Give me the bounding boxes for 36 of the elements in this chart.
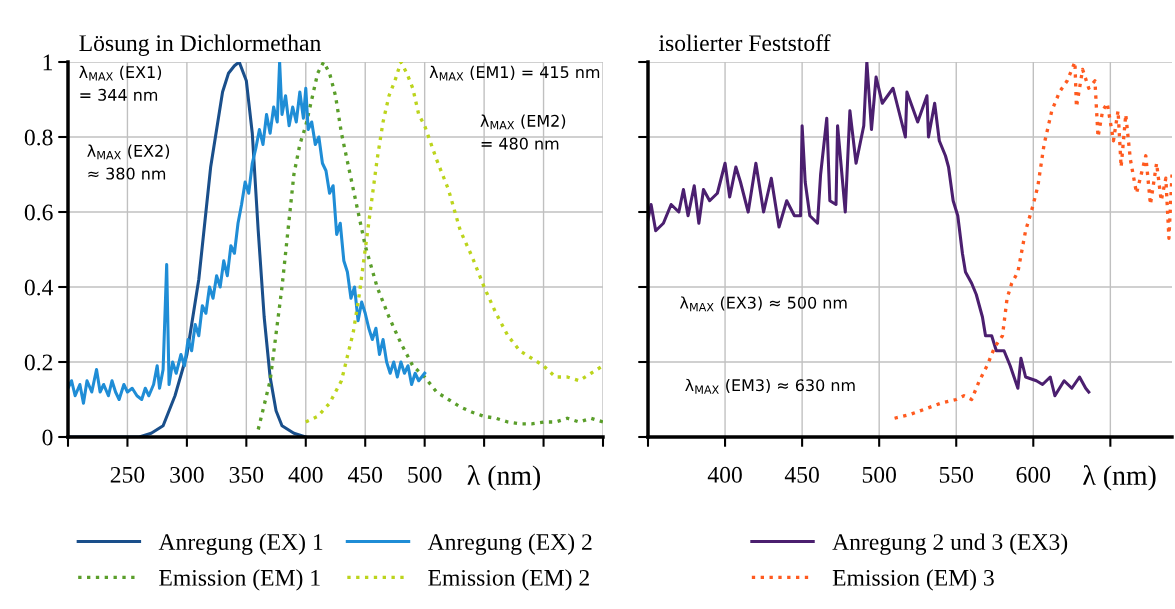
x-tick-label: 450 bbox=[784, 466, 819, 483]
x-axis-title: λ (nm) bbox=[467, 465, 541, 491]
annotation: λ$_{MAX}$ (EX3) ≈ 500 nm bbox=[679, 296, 847, 312]
annotation: λ$_{MAX}$ (EM2) = 480 nm bbox=[480, 114, 566, 150]
x-tick-label: 450 bbox=[347, 466, 383, 483]
y-tick-label: 1 bbox=[43, 54, 52, 71]
y-tick-label: 0.2 bbox=[24, 354, 53, 371]
legend-label: Anregung (EX) 2 bbox=[427, 533, 592, 555]
chart-title: Lösung in Dichlormethan bbox=[79, 34, 321, 56]
y-tick-label: 0 bbox=[42, 429, 53, 446]
x-tick-label: 250 bbox=[110, 466, 145, 483]
x-tick-label: 400 bbox=[288, 466, 323, 483]
x-tick-label: 350 bbox=[229, 466, 264, 483]
annotation: λ$_{MAX}$ (EX1) = 344 nm bbox=[79, 65, 162, 101]
annotation: λ$_{MAX}$ (EX2) ≈ 380 nm bbox=[87, 144, 170, 180]
legend-label: Emission (EM) 1 bbox=[159, 569, 320, 591]
chart-title: isolierter Feststoff bbox=[658, 34, 831, 52]
x-tick-label: 550 bbox=[939, 466, 974, 483]
legend-label: Emission (EM) 3 bbox=[832, 569, 994, 591]
legend-label: Anregung (EX) 1 bbox=[158, 533, 323, 555]
x-tick-label: 600 bbox=[1016, 466, 1051, 483]
x-tick-label: 300 bbox=[170, 466, 204, 483]
y-tick-label: 0.8 bbox=[24, 129, 53, 146]
line-series bbox=[304, 62, 603, 424]
legend-label: Anregung 2 und 3 (EX3) bbox=[832, 533, 1068, 555]
line-series bbox=[68, 62, 427, 405]
annotation: λ$_{MAX}$ (EM1) = 415 nm bbox=[429, 65, 600, 81]
x-tick-label: 400 bbox=[707, 466, 742, 483]
annotation: λ$_{MAX}$ (EM3) ≈ 630 nm bbox=[685, 378, 855, 394]
x-axis-title: λ (nm) bbox=[1083, 465, 1156, 491]
line-series bbox=[256, 62, 603, 432]
y-tick-label: 0.6 bbox=[24, 204, 53, 221]
x-tick-label: 500 bbox=[862, 466, 896, 483]
legend-label: Emission (EM) 2 bbox=[428, 569, 589, 591]
y-tick-label: 0.4 bbox=[24, 279, 54, 296]
x-tick-label: 500 bbox=[408, 466, 442, 483]
